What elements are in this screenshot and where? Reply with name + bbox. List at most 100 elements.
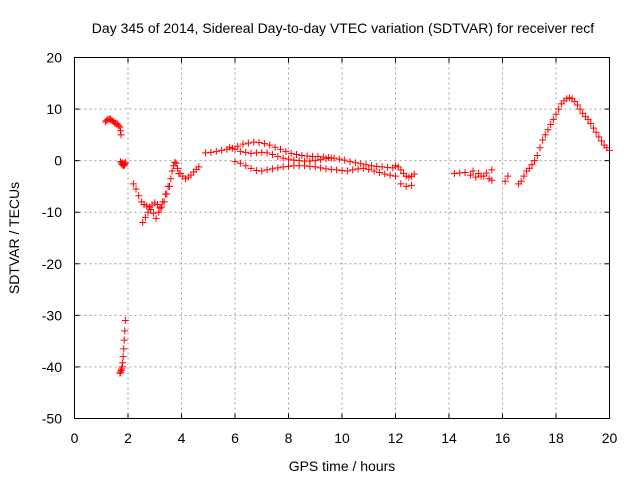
data-point xyxy=(579,109,587,117)
data-point xyxy=(343,167,351,175)
data-point xyxy=(520,172,528,180)
data-point xyxy=(576,105,584,113)
data-point xyxy=(276,145,284,153)
data-point xyxy=(218,146,226,154)
data-point xyxy=(258,148,266,156)
data-point xyxy=(357,160,365,168)
x-tick-label: 18 xyxy=(548,430,564,446)
data-point xyxy=(461,169,469,177)
data-point xyxy=(155,208,163,216)
data-point xyxy=(118,363,126,371)
data-point xyxy=(392,172,399,180)
data-point xyxy=(450,170,458,178)
x-tick-labels: 0 2 4 6 8 10 12 14 16 18 20 xyxy=(71,430,618,446)
data-point xyxy=(120,345,128,353)
data-point xyxy=(531,157,539,165)
y-tick-labels: -50 -40 -30 -20 -10 0 10 20 xyxy=(42,50,62,427)
series-seg-dip xyxy=(117,158,129,170)
data-point xyxy=(472,173,480,181)
data-point xyxy=(242,148,250,156)
data-point xyxy=(488,176,496,184)
y-tick-label: -50 xyxy=(42,411,62,427)
y-axis-title: SDTVAR / TECUs xyxy=(6,182,22,294)
series-seg-rise xyxy=(501,94,613,188)
data-point xyxy=(544,126,552,134)
data-point xyxy=(338,166,346,174)
data-point xyxy=(115,122,123,130)
data-point xyxy=(279,163,287,171)
data-point xyxy=(173,164,181,172)
data-point xyxy=(152,214,160,222)
y-tick-label: 0 xyxy=(54,153,62,169)
data-point xyxy=(480,172,488,180)
data-point xyxy=(132,185,140,193)
data-point xyxy=(172,159,180,167)
data-point xyxy=(349,166,357,174)
data-point xyxy=(397,180,405,188)
y-tick-label: 10 xyxy=(46,101,62,117)
data-point xyxy=(362,161,370,169)
series-seg-climb xyxy=(176,163,203,183)
data-point xyxy=(354,165,362,173)
data-point xyxy=(129,180,137,188)
data-point xyxy=(156,204,164,212)
x-tick-label: 20 xyxy=(602,430,618,446)
y-tick-label: -30 xyxy=(42,307,62,323)
data-point xyxy=(212,147,220,155)
data-point xyxy=(285,162,292,170)
data-point xyxy=(120,336,128,344)
data-point xyxy=(322,155,330,163)
x-axis-title: GPS time / hours xyxy=(289,458,396,474)
x-tick-label: 6 xyxy=(231,430,239,446)
data-point xyxy=(171,158,179,166)
data-point xyxy=(153,200,161,208)
x-tick-label: 0 xyxy=(71,430,79,446)
data-point xyxy=(202,149,210,157)
data-point xyxy=(378,163,386,171)
data-point xyxy=(271,143,279,151)
data-point xyxy=(301,162,309,170)
data-point xyxy=(167,175,175,183)
data-point xyxy=(282,147,290,155)
y-tick-label: -10 xyxy=(42,204,62,220)
data-point xyxy=(165,182,173,190)
x-tick-label: 8 xyxy=(285,430,293,446)
data-point xyxy=(327,154,335,162)
data-point xyxy=(341,156,349,164)
data-point xyxy=(456,169,464,177)
data-point xyxy=(116,123,124,131)
x-tick-label: 12 xyxy=(388,430,404,446)
data-point xyxy=(195,163,203,171)
data-point xyxy=(268,165,276,173)
data-point xyxy=(293,150,301,158)
data-point xyxy=(466,171,474,179)
data-point xyxy=(141,213,149,221)
x-tick-label: 16 xyxy=(495,430,511,446)
data-point xyxy=(147,206,155,214)
data-point xyxy=(327,165,335,173)
data-point xyxy=(592,128,600,136)
data-point xyxy=(408,181,416,189)
chart-title: Day 345 of 2014, Sidereal Day-to-day VTE… xyxy=(92,20,594,36)
y-tick-label: -20 xyxy=(42,256,62,272)
data-point xyxy=(255,139,263,147)
data-point xyxy=(597,137,605,145)
data-point xyxy=(549,115,557,123)
data-point xyxy=(247,164,255,172)
data-point xyxy=(258,167,266,175)
data-point xyxy=(250,138,258,146)
data-point xyxy=(139,219,147,227)
data-point xyxy=(252,149,260,157)
plot-frame xyxy=(74,57,610,419)
data-point xyxy=(386,171,394,179)
x-tick-label: 2 xyxy=(124,430,132,446)
data-point xyxy=(311,157,319,165)
data-point xyxy=(263,166,271,174)
data-point xyxy=(359,164,367,172)
data-point xyxy=(120,160,128,168)
data-point xyxy=(402,182,410,190)
data-point xyxy=(547,121,555,129)
data-point xyxy=(322,165,330,173)
data-point xyxy=(157,203,165,211)
data-point xyxy=(160,198,168,206)
